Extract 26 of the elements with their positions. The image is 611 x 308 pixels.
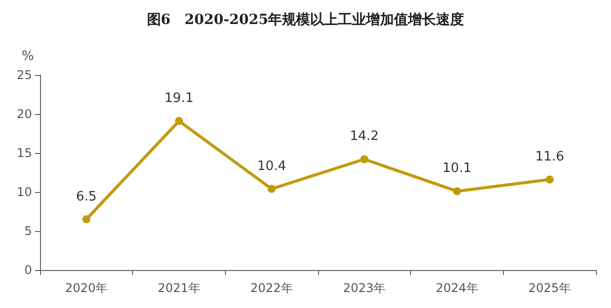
data-label: 10.1 [442,161,472,176]
y-tick-label: 10 [16,185,32,199]
y-tick-label: 15 [16,146,32,160]
x-tick-label: 2023年 [343,281,386,295]
data-label: 6.5 [76,189,97,204]
point [268,184,276,193]
y-tick-label: 0 [24,263,32,277]
x-tick-label: 2020年 [65,281,108,295]
data-label: 11.6 [535,150,564,165]
y-tick-label: 20 [16,107,32,121]
data-label: 14.2 [350,129,379,144]
data-label: 10.4 [257,158,286,174]
point [453,187,461,196]
data-label: 19.1 [164,91,194,106]
point [82,215,90,224]
x-tick-label: 2022年 [250,281,293,295]
x-tick-label: 2024年 [436,281,478,295]
y-tick-label: 5 [24,224,32,238]
x-tick-label: 2025年 [528,281,571,295]
point [546,176,554,184]
x-tick-label: 2021年 [158,281,200,295]
y-tick-label: 25 [16,68,32,82]
point [360,155,368,164]
point [175,117,183,126]
chart-title: 图6 2020-2025年规模以上工业增加值增长速度 [146,11,464,28]
y-axis-title: % [22,49,34,64]
